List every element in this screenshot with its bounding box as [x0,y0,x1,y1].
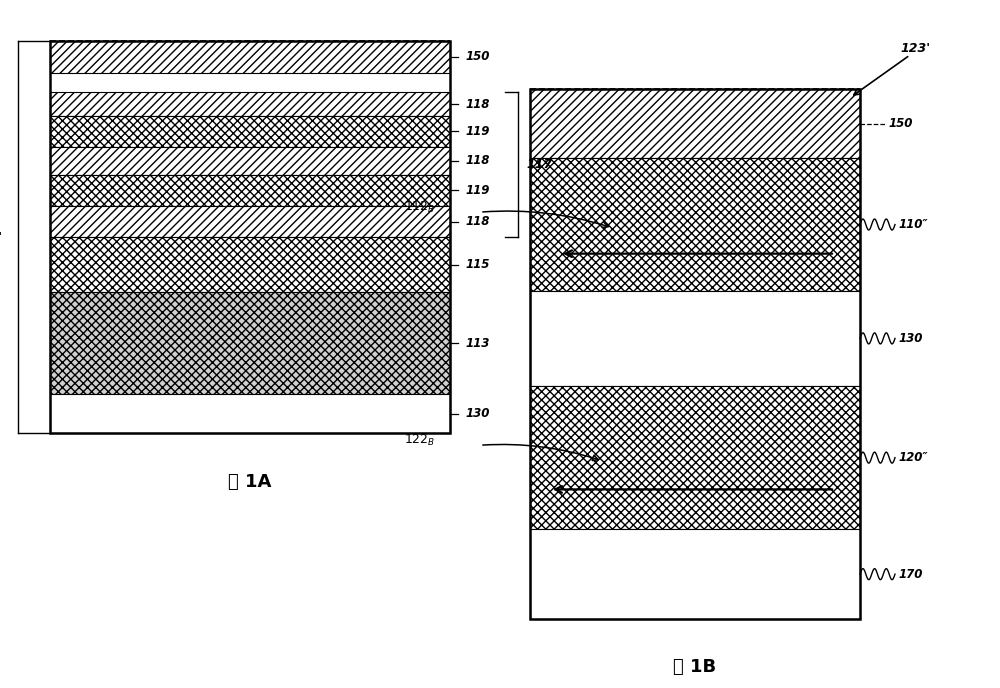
Bar [50,147,450,175]
Text: 图 1B: 图 1B [673,658,717,676]
Text: 119: 119 [465,184,489,197]
Bar [50,237,450,292]
Text: 150: 150 [888,118,912,130]
Bar [50,41,450,433]
Bar [50,394,450,433]
Text: 115: 115 [465,258,489,271]
Text: 113: 113 [465,336,489,350]
Text: 118: 118 [465,154,489,167]
Bar [530,89,860,619]
Text: 110″: 110″ [898,218,928,231]
Bar [50,41,450,73]
Text: 123': 123' [900,42,930,54]
Bar [530,291,860,386]
Bar [50,92,450,116]
Bar [50,206,450,237]
Text: 120″: 120″ [898,451,928,464]
Text: 130: 130 [465,407,489,420]
Text: 110': 110' [0,231,3,244]
Text: 118: 118 [465,215,489,228]
Bar [530,89,860,158]
Text: 119: 119 [465,125,489,138]
Bar [530,386,860,529]
Text: 图 1A: 图 1A [228,473,272,491]
Bar [50,116,450,147]
Text: 170: 170 [898,568,922,581]
Bar [50,175,450,206]
Bar [530,158,860,291]
Bar [530,529,860,619]
Text: 150: 150 [465,50,489,63]
Text: $122_B$: $122_B$ [404,433,435,448]
Bar [50,292,450,394]
Text: 130: 130 [898,332,922,345]
Text: 117: 117 [526,158,552,171]
Text: 118: 118 [465,98,489,111]
Text: $112_B$: $112_B$ [404,200,435,215]
